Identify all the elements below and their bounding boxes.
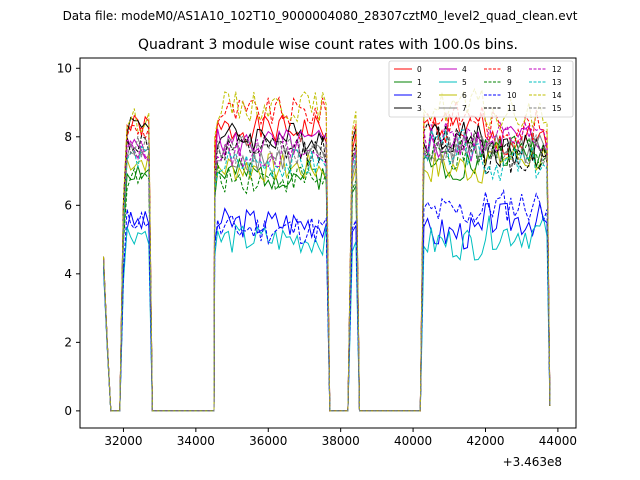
legend-label-4: 4 [462,65,467,74]
y-tick-label: 4 [64,267,72,281]
legend-label-5: 5 [462,78,467,87]
legend-label-15: 15 [552,104,562,113]
x-offset-label: +3.463e8 [503,455,562,469]
legend-label-13: 13 [552,78,562,87]
series-line-15 [103,133,551,412]
x-tick-label: 42000 [466,434,504,448]
legend-label-11: 11 [507,104,517,113]
series-lines [103,87,551,412]
legend-label-12: 12 [552,65,562,74]
plot-area-frame [79,57,577,429]
y-tick-label: 6 [64,198,72,212]
legend-label-6: 6 [462,91,467,100]
chart-title: Quadrant 3 module wise count rates with … [138,37,518,53]
x-tick-label: 44000 [539,434,577,448]
series-line-12 [103,120,551,412]
legend-label-2: 2 [417,91,422,100]
x-tick-label: 32000 [104,434,142,448]
series-line-14 [103,87,551,412]
y-tick-label: 0 [64,404,72,418]
legend-box [388,60,574,118]
x-tick-label: 34000 [177,434,215,448]
legend-label-10: 10 [507,91,517,100]
legend-label-1: 1 [417,78,422,87]
x-tick-label: 40000 [394,434,432,448]
x-tick-label: 38000 [322,434,360,448]
x-tick-label: 36000 [249,434,287,448]
y-tick-label: 8 [64,130,72,144]
y-tick-label: 10 [57,61,72,75]
series-line-9 [103,136,551,412]
legend-label-9: 9 [507,78,512,87]
legend-label-7: 7 [462,104,467,113]
y-tick-label: 2 [64,335,72,349]
axis-ticks: 32000 34000 36000 38000 40000 42000 44000 0 2 4 6 8… [57,61,577,448]
legend-label-8: 8 [507,65,512,74]
legend-label-0: 0 [417,65,422,74]
series-line-8 [103,96,551,412]
series-line-13 [103,129,551,412]
legend-label-14: 14 [552,91,562,100]
chart-suptitle: Data file: modeM0/AS1A10_102T10_90000040… [63,9,578,23]
series-line-10 [103,188,551,412]
legend-label-3: 3 [417,104,422,113]
series-line-5 [103,215,551,412]
